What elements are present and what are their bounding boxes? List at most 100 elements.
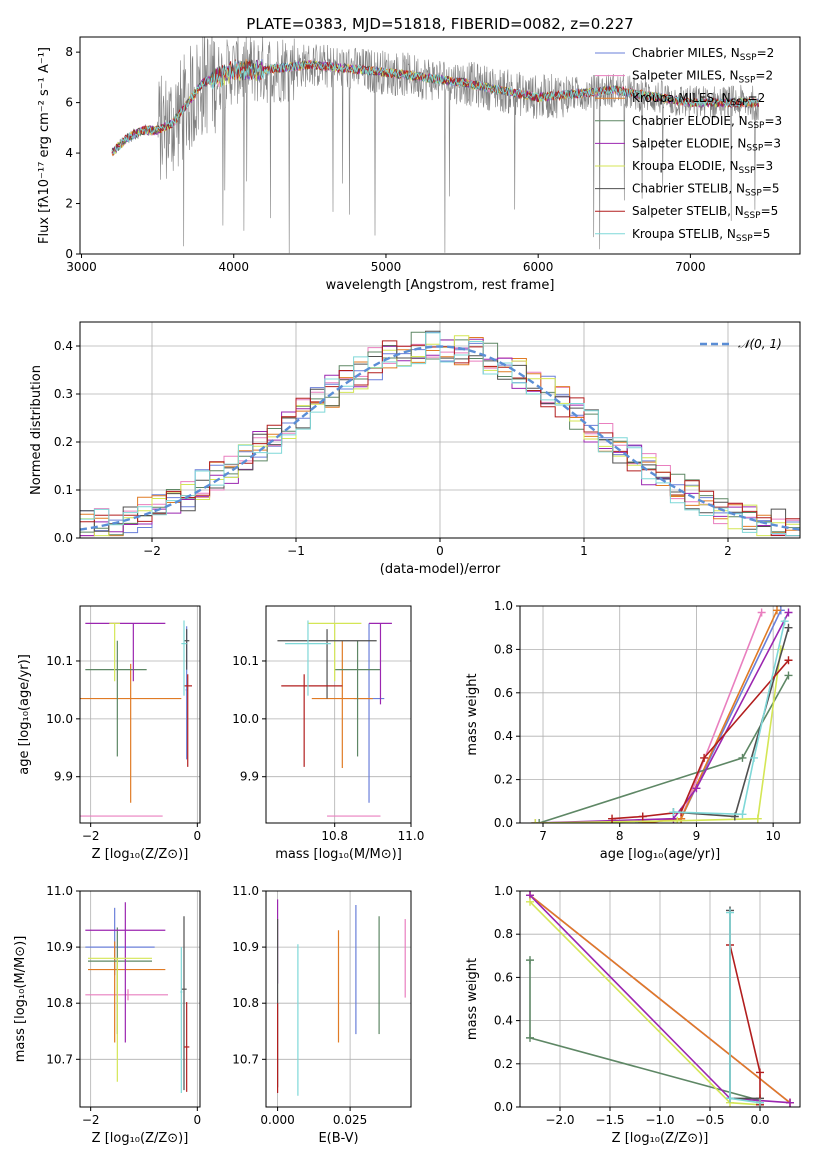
x-tick-label: −1.0 bbox=[645, 1113, 674, 1127]
y-tick-label: 6 bbox=[65, 96, 73, 110]
x-tick-label: −1 bbox=[287, 544, 305, 558]
legend-label: Kroupa STELIB, NSSP=5 bbox=[632, 227, 770, 244]
y-tick-label: 0 bbox=[65, 247, 73, 261]
weight-point-marker bbox=[784, 608, 793, 617]
x-tick-label: −2 bbox=[82, 1113, 100, 1127]
spectrum-xlabel: wavelength [Angstrom, rest frame] bbox=[326, 278, 555, 293]
y-tick-label: 0.0 bbox=[494, 1100, 513, 1114]
spectrum-data bbox=[111, 37, 759, 254]
legend-label: Chabrier MILES, NSSP=2 bbox=[632, 46, 774, 63]
weight-point-marker bbox=[756, 1098, 764, 1107]
y-tick-label: 0.0 bbox=[54, 531, 73, 545]
cumulative-metallicity-panel: −2.0 −1.5 −1.0 −0.5 0.0 0.0 0.2 0.4 0.6 0.8 1.0 Z … bbox=[465, 884, 801, 1146]
y-tick-label: 0.2 bbox=[494, 1057, 513, 1071]
legend-subscript: SSP bbox=[748, 121, 765, 131]
weight-point-marker bbox=[786, 1098, 794, 1107]
legend-value: =5 bbox=[762, 182, 780, 196]
y-tick-label: 4 bbox=[65, 146, 73, 160]
age-vs-metallicity-panel: −2 0 9.9 10.0 10.1 Z [log₁₀(Z/Z⊙)] age [log₁… bbox=[17, 605, 201, 862]
y-tick-label: 8 bbox=[65, 45, 73, 59]
x-tick-label: 11.0 bbox=[398, 829, 425, 843]
weight-point-marker bbox=[638, 812, 647, 821]
x-tick-label: 3000 bbox=[66, 260, 97, 274]
cumulative-metallicity-xlabel: Z [log₁₀(Z/Z⊙)] bbox=[612, 1131, 709, 1146]
mass-vs-extinction-data bbox=[277, 899, 406, 1096]
residuals-axes: −2 −1 0 1 2 0.0 0.1 0.2 0.3 0.4 bbox=[54, 339, 732, 558]
legend-subscript: SSP bbox=[731, 98, 748, 108]
age-vs-metallicity-axes: −2 0 9.9 10.0 10.1 bbox=[46, 654, 201, 843]
mass-vs-metallicity-axes: −2 0 10.7 10.8 10.9 11.0 bbox=[46, 884, 201, 1127]
weight-point-marker bbox=[726, 908, 734, 917]
age-vs-metallicity-ylabel: age [log₁₀(age/yr)] bbox=[17, 654, 32, 775]
legend-label: 𝒩(0, 1) bbox=[738, 337, 782, 351]
weight-point-marker bbox=[526, 897, 534, 906]
cumulative-weight-line bbox=[535, 612, 790, 823]
x-tick-label: 10 bbox=[766, 829, 781, 843]
y-tick-label: 10.8 bbox=[46, 996, 73, 1010]
cumulative-weight-line bbox=[529, 960, 761, 1105]
residuals-panel: 𝒩(0, 1) −2 −1 0 1 2 0.0 0.1 0.2 0.3 0.4 (data-mod… bbox=[29, 321, 801, 577]
weight-point-marker bbox=[756, 1068, 764, 1077]
age-vs-mass-panel: 10.8 11.0 9.9 10.0 10.1 mass [log₁₀(M/M⊙)] bbox=[232, 605, 424, 862]
x-tick-label: −2 bbox=[143, 544, 161, 558]
weight-point-marker bbox=[526, 956, 534, 965]
residuals-legend: 𝒩(0, 1) bbox=[700, 337, 782, 351]
weight-point-marker bbox=[757, 608, 766, 617]
y-tick-label: 0.2 bbox=[54, 435, 73, 449]
x-tick-label: 0 bbox=[194, 1113, 202, 1127]
age-vs-mass-frame bbox=[265, 605, 412, 824]
age-vs-mass-axes: 10.8 11.0 9.9 10.0 10.1 bbox=[232, 654, 424, 843]
legend-label: Salpeter STELIB, NSSP=5 bbox=[632, 204, 778, 221]
legend-subscript: SSP bbox=[740, 53, 757, 63]
cumulative-age-ylabel: mass weight bbox=[465, 673, 480, 755]
cumulative-weight-line bbox=[529, 894, 791, 1104]
y-tick-label: 10.7 bbox=[46, 1052, 73, 1066]
x-tick-label: 8 bbox=[616, 829, 624, 843]
cumulative-weight-line bbox=[612, 659, 790, 820]
cumulative-age-frame bbox=[519, 605, 801, 824]
mass-vs-extinction-panel: 0.000 0.025 10.7 10.8 10.9 11.0 E(B-V) bbox=[232, 884, 412, 1146]
legend-subscript: SSP bbox=[739, 76, 756, 86]
mass-vs-extinction-frame bbox=[265, 890, 412, 1108]
y-tick-label: 0.4 bbox=[54, 339, 73, 353]
mass-vs-metallicity-frame bbox=[79, 890, 201, 1108]
y-tick-label: 2 bbox=[65, 197, 73, 211]
x-tick-label: 2 bbox=[724, 544, 732, 558]
spectrum-frame bbox=[79, 36, 801, 255]
weight-point-marker bbox=[669, 808, 678, 817]
legend-value: =2 bbox=[755, 69, 773, 83]
weight-point-marker bbox=[526, 1033, 534, 1042]
x-tick-label: 5000 bbox=[371, 260, 402, 274]
cumulative-weight-line bbox=[538, 675, 790, 823]
cumulative-age-panel: 7 8 9 10 0.0 0.2 0.4 0.6 0.8 1.0 age [log₁₀(age/y… bbox=[465, 599, 801, 862]
legend-value: =3 bbox=[763, 136, 781, 150]
x-tick-label: 0.025 bbox=[333, 1113, 367, 1127]
y-tick-label: 0.4 bbox=[494, 729, 513, 743]
weight-point-marker bbox=[780, 617, 789, 626]
y-tick-label: 10.0 bbox=[232, 712, 259, 726]
weight-point-marker bbox=[784, 623, 793, 632]
legend-value: =3 bbox=[755, 159, 773, 173]
legend-label: Salpeter ELODIE, NSSP=3 bbox=[632, 136, 781, 153]
cumulative-age-xlabel: age [log₁₀(age/yr)] bbox=[600, 847, 721, 862]
x-tick-label: 4000 bbox=[218, 260, 249, 274]
x-tick-label: −2 bbox=[82, 829, 100, 843]
mass-vs-extinction-xlabel: E(B-V) bbox=[318, 1131, 358, 1146]
age-vs-mass-xlabel: mass [log₁₀(M/M⊙)] bbox=[275, 847, 402, 862]
y-tick-label: 11.0 bbox=[232, 884, 259, 898]
y-tick-label: 0.4 bbox=[494, 1014, 513, 1028]
cumulative-age-axes: 7 8 9 10 0.0 0.2 0.4 0.6 0.8 1.0 bbox=[494, 599, 781, 843]
legend-value: =5 bbox=[753, 227, 771, 241]
x-tick-label: 9 bbox=[693, 829, 701, 843]
cumulative-weight-line bbox=[673, 621, 786, 816]
mass-vs-metallicity-ylabel: mass [log₁₀(M/M⊙)] bbox=[13, 936, 28, 1063]
weight-point-marker bbox=[738, 810, 747, 819]
y-tick-label: 10.0 bbox=[46, 712, 73, 726]
y-tick-label: 9.9 bbox=[240, 770, 259, 784]
weight-point-marker bbox=[738, 753, 747, 762]
x-tick-label: 10.8 bbox=[321, 829, 348, 843]
legend-value: =3 bbox=[764, 114, 782, 128]
weight-point-marker bbox=[726, 1094, 734, 1103]
age-vs-metallicity-frame bbox=[79, 605, 201, 824]
